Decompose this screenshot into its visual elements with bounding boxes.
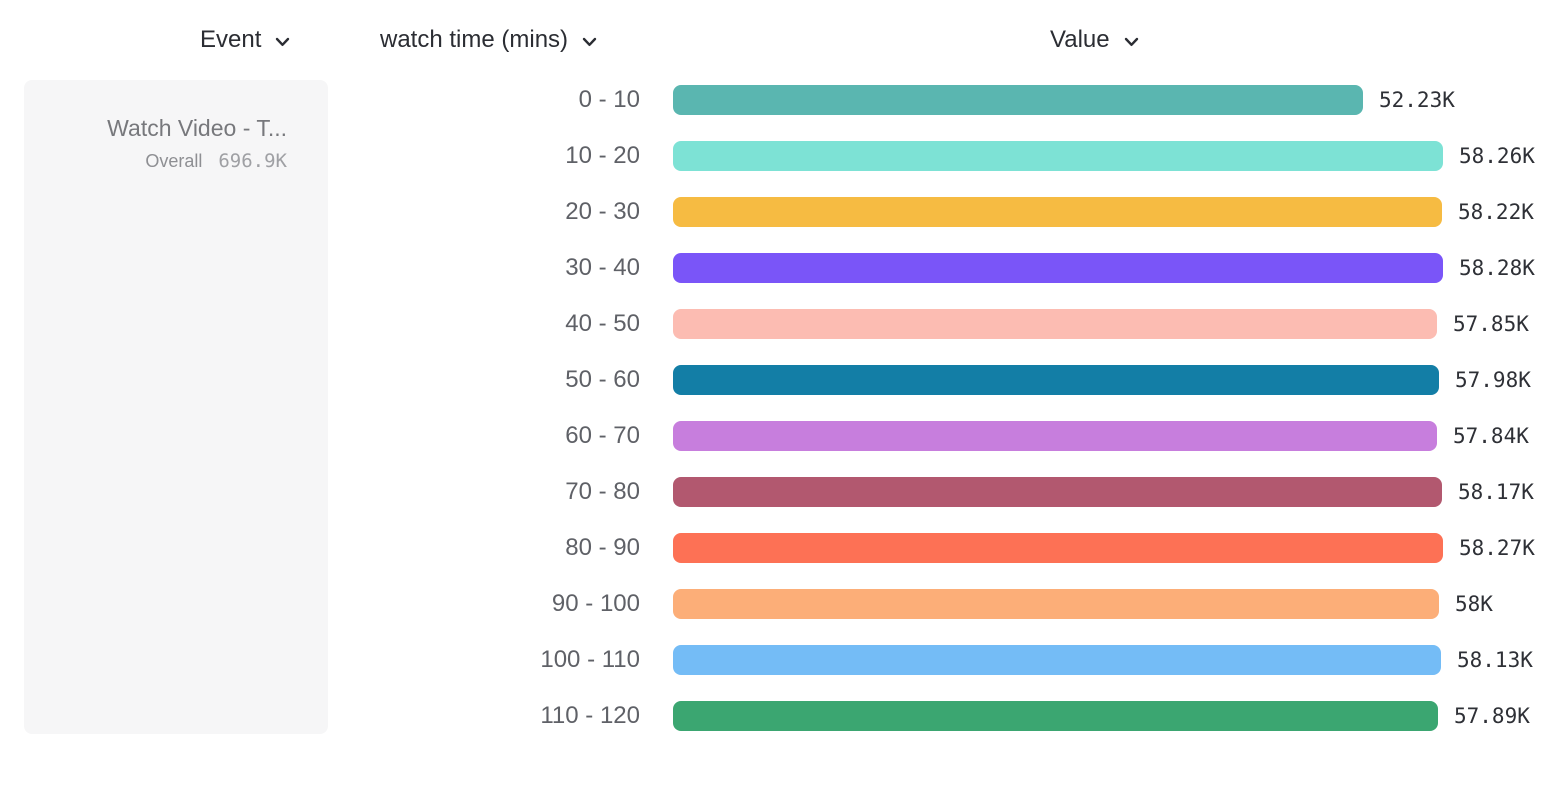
bar-category-label: 10 - 20 <box>565 142 640 169</box>
bar-segment[interactable] <box>673 141 1443 171</box>
bar-row: 0 - 10 52.23K <box>0 72 1568 128</box>
bar-category-label: 50 - 60 <box>565 366 640 393</box>
bar-row: 50 - 60 57.98K <box>0 352 1568 408</box>
column-header-breakdown[interactable]: watch time (mins) <box>380 26 597 54</box>
bar-category-label: 60 - 70 <box>565 422 640 449</box>
column-header-value-label: Value <box>1050 26 1110 53</box>
bar-category-label: 80 - 90 <box>565 534 640 561</box>
bar-value-label: 58.26K <box>1459 144 1535 168</box>
bar-category-label: 30 - 40 <box>565 254 640 281</box>
bar-chart: 0 - 10 52.23K 10 - 20 58.26K 20 - 30 58.22K 30… <box>0 72 1568 744</box>
bar-segment[interactable] <box>673 309 1437 339</box>
column-header-value[interactable]: Value <box>1050 26 1139 54</box>
bar-category-label: 100 - 110 <box>540 646 640 673</box>
bar-segment[interactable] <box>673 477 1442 507</box>
bar-category-label: 40 - 50 <box>565 310 640 337</box>
bar-category-label: 20 - 30 <box>565 198 640 225</box>
bar-value-label: 57.98K <box>1455 368 1531 392</box>
bar-value-label: 58.17K <box>1458 480 1534 504</box>
bar-row: 70 - 80 58.17K <box>0 464 1568 520</box>
bar-segment[interactable] <box>673 365 1439 395</box>
bar-segment[interactable] <box>673 253 1443 283</box>
bar-segment[interactable] <box>673 197 1442 227</box>
bar-value-label: 58.27K <box>1459 536 1535 560</box>
bar-category-label: 110 - 120 <box>540 702 640 729</box>
bar-category-label: 90 - 100 <box>551 590 640 617</box>
bar-segment[interactable] <box>673 645 1441 675</box>
bar-row: 110 - 120 57.89K <box>0 688 1568 744</box>
bar-row: 10 - 20 58.26K <box>0 128 1568 184</box>
bar-value-label: 57.89K <box>1454 704 1530 728</box>
bar-row: 30 - 40 58.28K <box>0 240 1568 296</box>
bar-value-label: 58.22K <box>1458 200 1534 224</box>
column-header-event-label: Event <box>200 26 262 53</box>
chevron-down-icon <box>1124 37 1139 47</box>
chevron-down-icon <box>582 37 597 47</box>
bar-row: 100 - 110 58.13K <box>0 632 1568 688</box>
bar-value-label: 58.13K <box>1457 648 1533 672</box>
bar-value-label: 58K <box>1455 592 1493 616</box>
column-header-breakdown-label: watch time (mins) <box>380 26 569 53</box>
bar-segment[interactable] <box>673 85 1363 115</box>
bar-row: 80 - 90 58.27K <box>0 520 1568 576</box>
bar-category-label: 70 - 80 <box>565 478 640 505</box>
overall-value: 696.9K <box>218 149 287 172</box>
bar-row: 40 - 50 57.85K <box>0 296 1568 352</box>
bar-value-label: 57.84K <box>1453 424 1529 448</box>
bar-segment[interactable] <box>673 533 1443 563</box>
bar-category-label: 0 - 10 <box>578 86 640 113</box>
chevron-down-icon <box>275 37 290 47</box>
bar-row: 60 - 70 57.84K <box>0 408 1568 464</box>
bar-value-label: 52.23K <box>1379 88 1455 112</box>
bar-value-label: 58.28K <box>1459 256 1535 280</box>
event-card[interactable]: Watch Video - T... Overall 696.9K <box>24 80 328 734</box>
bar-segment[interactable] <box>673 589 1439 619</box>
bar-segment[interactable] <box>673 701 1438 731</box>
column-header-event[interactable]: Event <box>200 26 290 54</box>
bar-row: 90 - 100 58K <box>0 576 1568 632</box>
event-name: Watch Video - T... <box>107 115 287 141</box>
bar-row: 20 - 30 58.22K <box>0 184 1568 240</box>
bar-segment[interactable] <box>673 421 1437 451</box>
bar-value-label: 57.85K <box>1453 312 1529 336</box>
overall-label: Overall <box>145 150 203 171</box>
